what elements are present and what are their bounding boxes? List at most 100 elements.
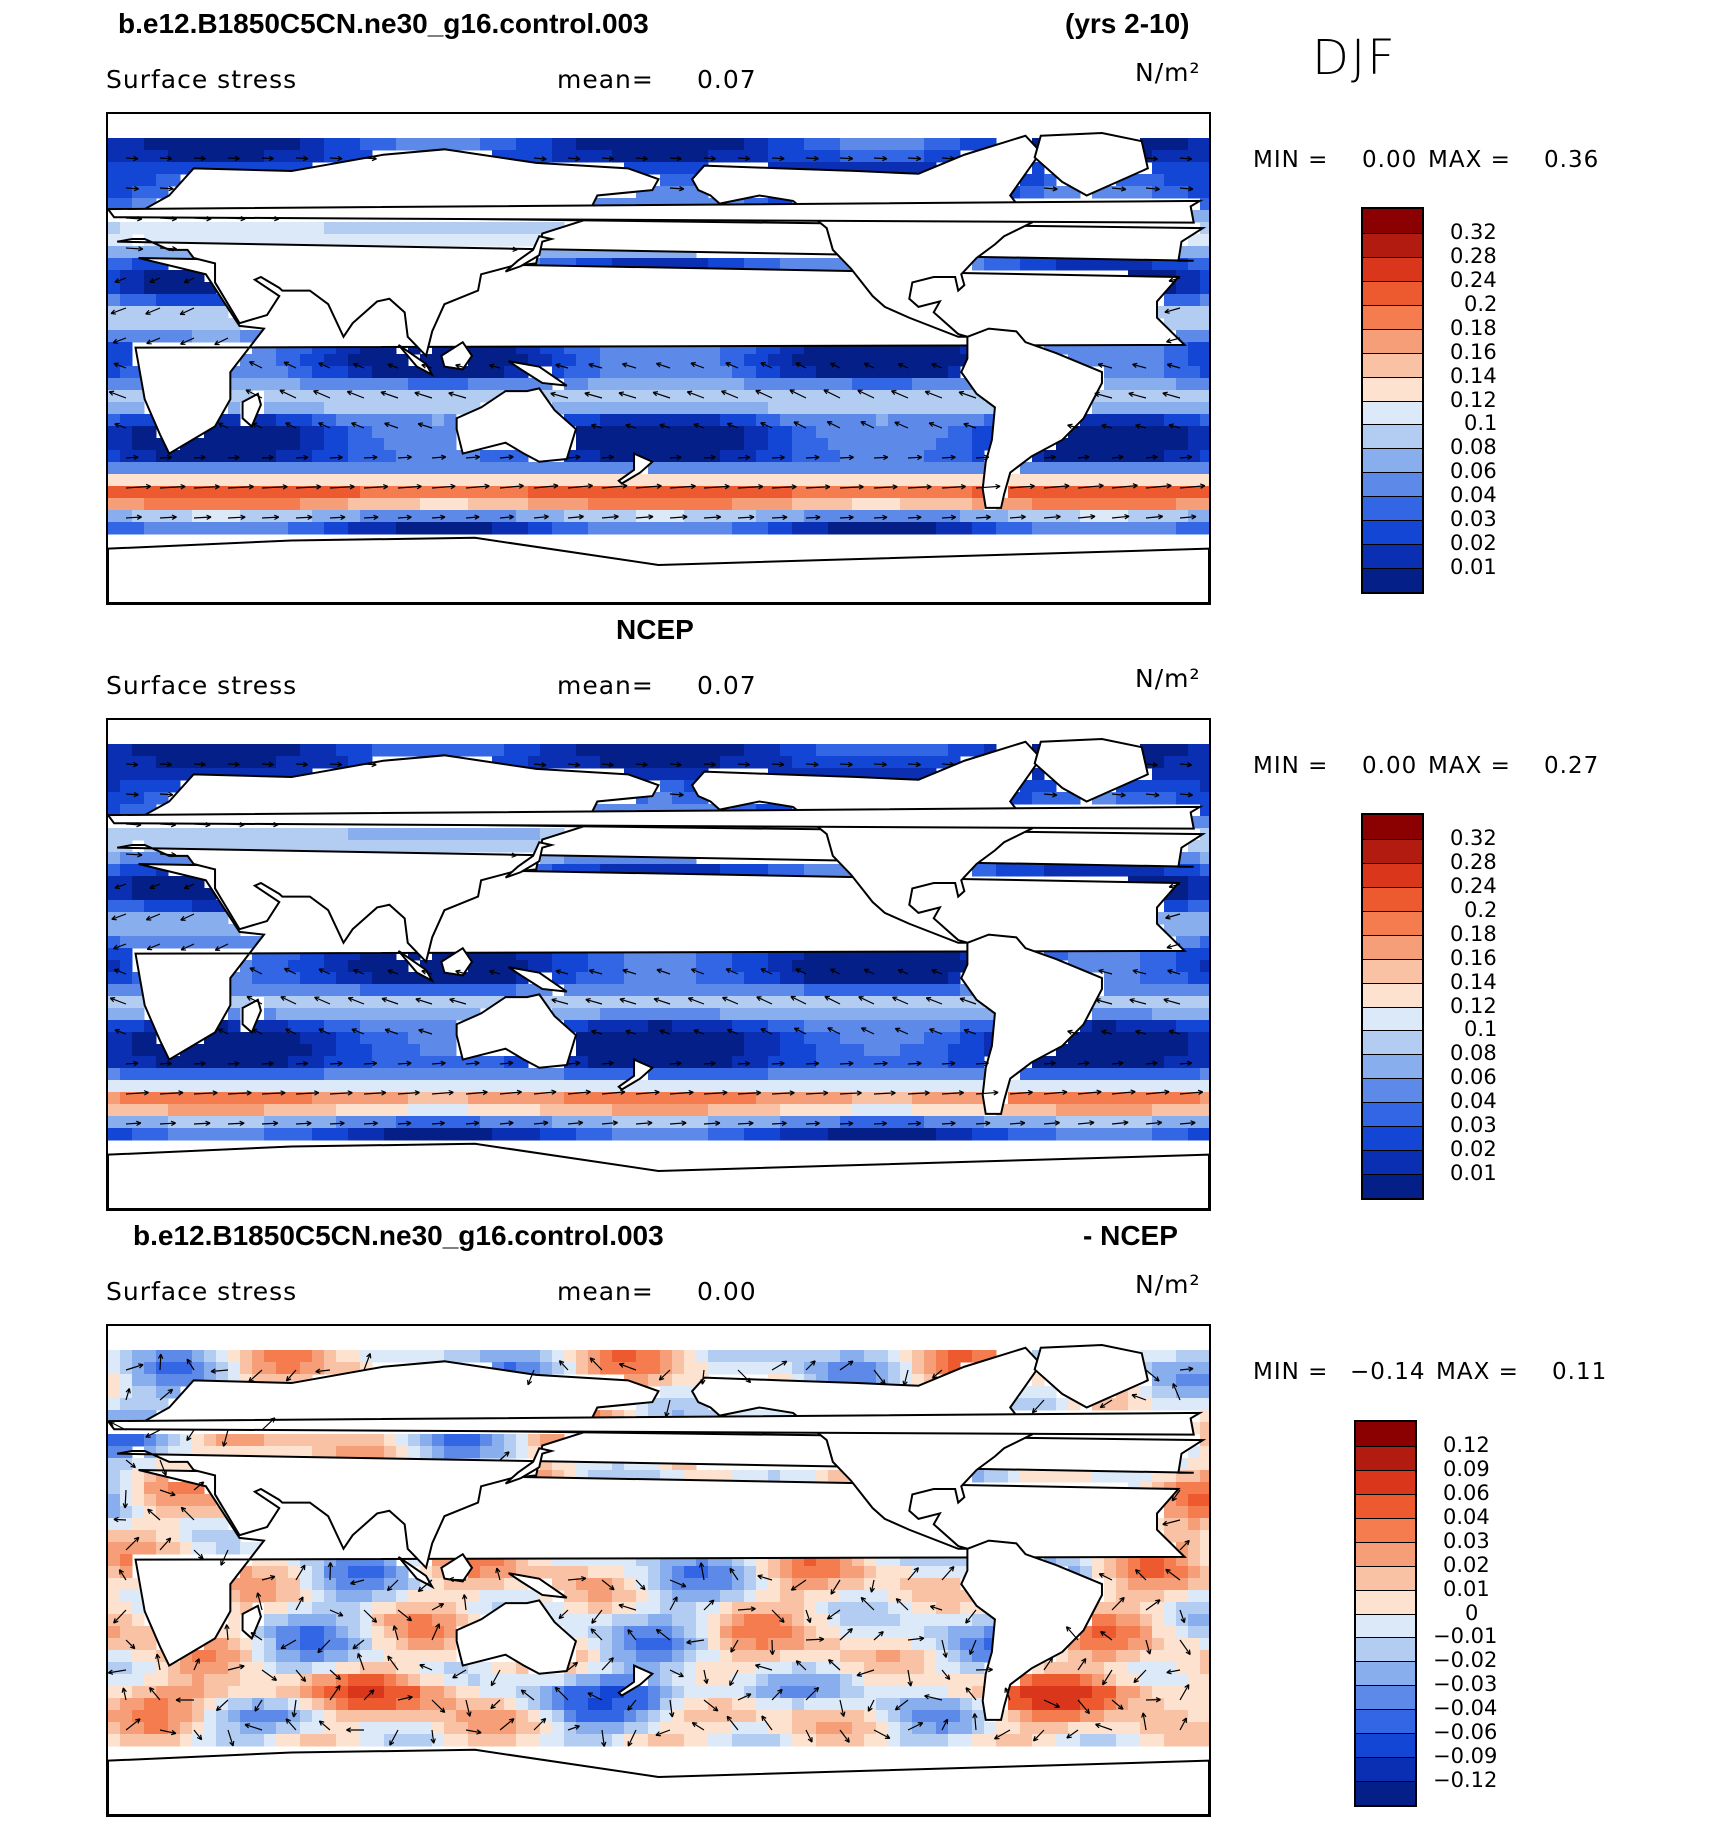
shading-cell [396, 138, 409, 151]
shading-cell [708, 972, 721, 985]
shading-cell [1176, 996, 1189, 1009]
shading-cell [120, 804, 133, 817]
shading-cell [132, 1434, 145, 1447]
stress-vector [397, 1120, 412, 1127]
shading-cell [420, 1116, 433, 1129]
shading-cell [336, 390, 349, 403]
shading-cell [600, 1350, 613, 1363]
stress-vector [625, 423, 637, 429]
shading-cell [120, 1410, 133, 1423]
shading-cell [312, 1032, 325, 1045]
shading-cell [1188, 162, 1201, 175]
shading-cell [300, 1092, 313, 1105]
shading-cell [756, 390, 769, 403]
shading-cell [1104, 426, 1117, 439]
shading-cell [108, 1542, 121, 1555]
shading-cell [1152, 744, 1165, 757]
shading-cell [1164, 1044, 1177, 1057]
shading-cell [324, 1698, 337, 1711]
shading-cell [768, 1128, 781, 1141]
shading-cell [204, 1674, 217, 1687]
shading-cell [216, 222, 229, 235]
shading-cell [456, 1008, 469, 1021]
shading-cell [528, 1698, 541, 1711]
shading-cell [564, 1698, 577, 1711]
shading-cell [384, 1590, 397, 1603]
shading-cell [288, 438, 301, 451]
shading-cell [132, 282, 145, 295]
shading-cell [720, 1044, 733, 1057]
shading-cell [1092, 1032, 1105, 1045]
shading-cell [444, 1434, 457, 1447]
stress-vector [941, 514, 957, 521]
shading-cell [384, 510, 397, 523]
shading-cell [348, 414, 361, 427]
shading-cell [720, 864, 733, 877]
shading-cell [1020, 474, 1033, 487]
shading-cell [864, 1116, 877, 1129]
shading-cell [324, 1662, 337, 1675]
shading-cell [240, 462, 253, 475]
stress-vector [929, 1028, 943, 1035]
panel1-variable: Surface stress [106, 65, 298, 94]
shading-cell [372, 1020, 385, 1033]
shading-cell [120, 270, 133, 283]
shading-cell [156, 510, 169, 523]
shading-cell [1104, 1104, 1117, 1117]
shading-cell [1164, 756, 1177, 769]
shading-cell [192, 318, 205, 331]
shading-cell [612, 1128, 625, 1141]
shading-cell [300, 222, 313, 235]
shading-cell [156, 150, 169, 163]
shading-cell [420, 1626, 433, 1639]
stress-vector [690, 968, 705, 975]
shading-cell [1188, 402, 1201, 415]
shading-cell [1164, 438, 1177, 451]
shading-cell [1176, 450, 1189, 463]
shading-cell [240, 366, 253, 379]
shading-cell [360, 744, 373, 757]
shading-cell [180, 162, 193, 175]
shading-cell [960, 474, 973, 487]
stress-vector [125, 155, 139, 162]
shading-cell [1188, 1128, 1201, 1141]
shading-cell [768, 1020, 781, 1033]
shading-cell [1032, 174, 1045, 187]
shading-cell [432, 1068, 445, 1081]
shading-cell [612, 1698, 625, 1711]
shading-cell [348, 1710, 361, 1723]
shading-cell [960, 1092, 973, 1105]
shading-cell [456, 1434, 469, 1447]
shading-cell [768, 756, 781, 769]
shading-cell [372, 498, 385, 511]
shading-cell [420, 744, 433, 757]
shading-cell [384, 1104, 397, 1117]
shading-cell [948, 744, 961, 757]
shading-cell [492, 1698, 505, 1711]
stress-vector [193, 821, 211, 828]
shading-cell [936, 744, 949, 757]
shading-cell [612, 1056, 625, 1069]
shading-cell [684, 186, 697, 199]
shading-cell [396, 486, 409, 499]
shading-cell [444, 1008, 457, 1021]
shading-cell [264, 1092, 277, 1105]
shading-cell [384, 984, 397, 997]
shading-cell [1152, 1092, 1165, 1105]
shading-cell [840, 414, 853, 427]
shading-cell [300, 1044, 313, 1057]
shading-cell [1152, 498, 1165, 511]
shading-cell [888, 1008, 901, 1021]
shading-cell [684, 1068, 697, 1081]
shading-cell [384, 1674, 397, 1687]
shading-cell [108, 1494, 121, 1507]
shading-cell [972, 1080, 985, 1093]
shading-cell [732, 522, 745, 535]
shading-cell [240, 510, 253, 523]
shading-cell [888, 486, 901, 499]
continent-outline [617, 452, 655, 485]
shading-cell [1032, 498, 1045, 511]
colorbar-swatch [1363, 1078, 1422, 1103]
stress-vector [1043, 514, 1061, 520]
shading-cell [1176, 270, 1189, 283]
